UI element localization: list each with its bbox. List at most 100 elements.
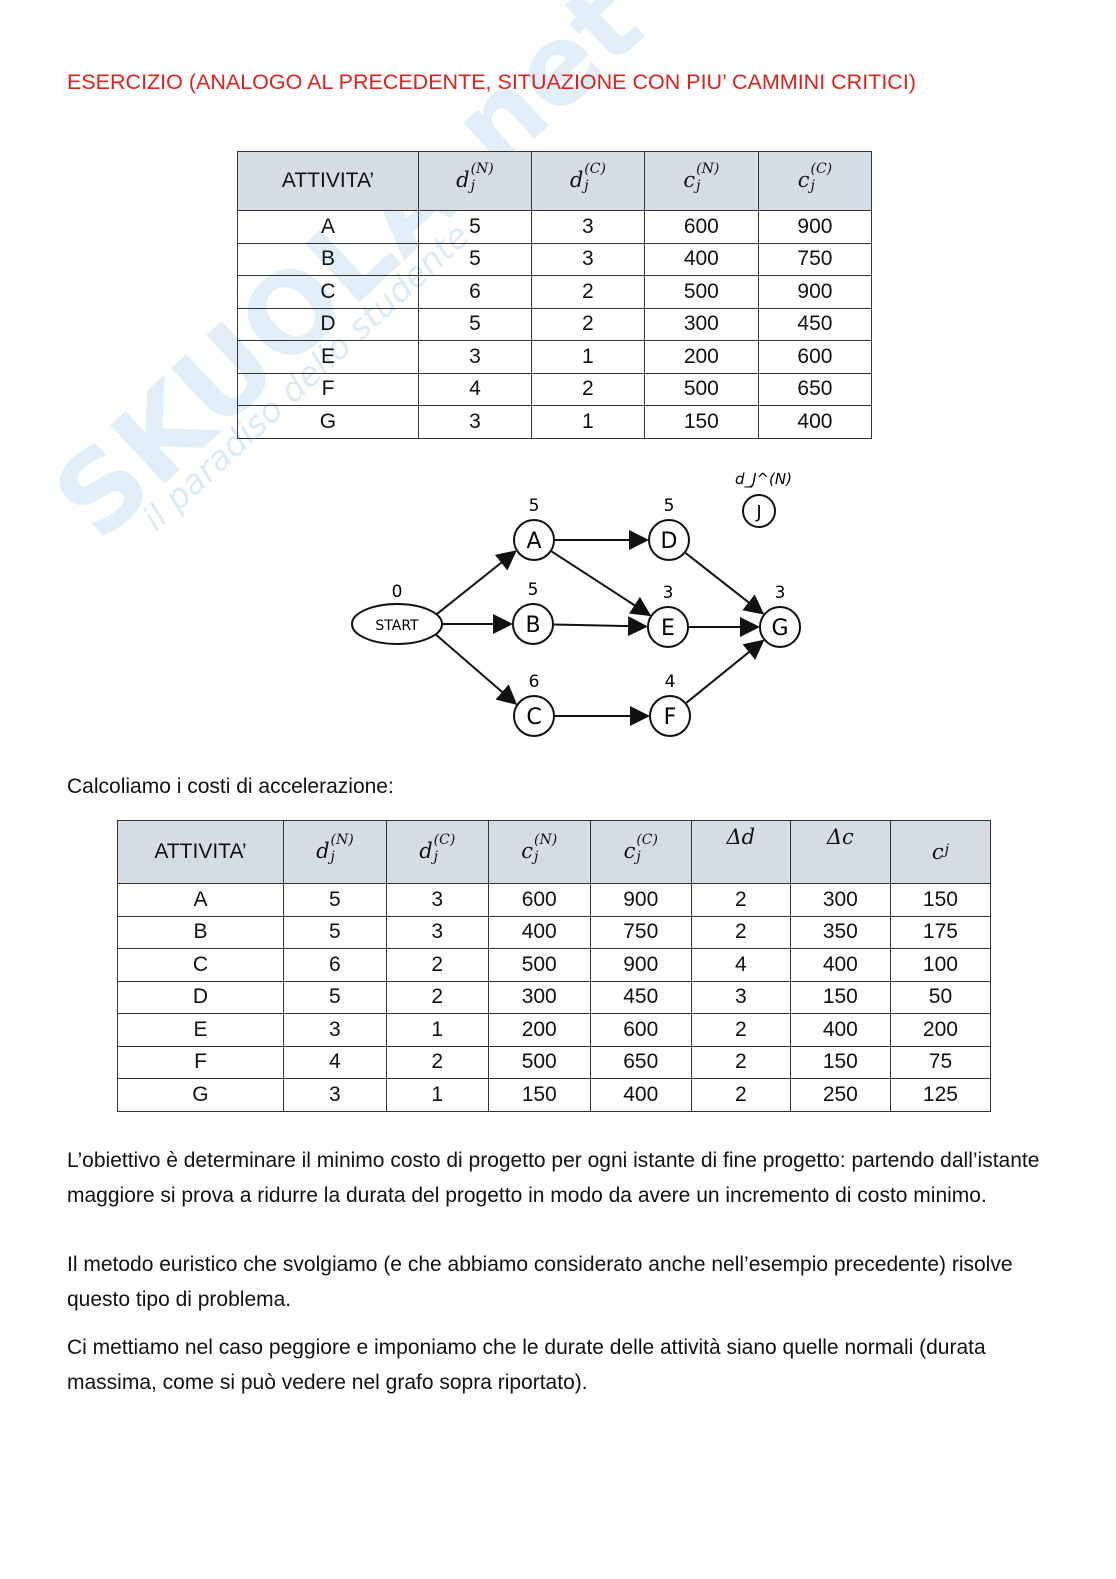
node-label: A [526,529,541,554]
table-cell: 3 [530,210,645,244]
table-cell: 150 [889,883,992,917]
math-base: d [419,838,433,863]
column-header: c (N) j [643,151,759,211]
table-cell: 350 [789,915,891,949]
table-cell: 600 [487,883,591,917]
column-header: d (C) j [530,151,645,211]
math-base: d [456,167,470,192]
table-row: F 4 2 500 650 2 150 75 [117,1045,992,1079]
table-row: A 5 3 600 900 2 300 150 [117,883,992,917]
node-label: F [664,705,677,730]
math-base: c [931,839,944,864]
column-header: d (N) j [417,151,532,211]
table-cell: 500 [487,1045,591,1079]
table-row: B 5 3 400 750 [237,242,873,276]
node-C [513,695,555,737]
node-start [351,603,443,645]
table-cell: 100 [889,948,992,982]
table-cell: 2 [690,1013,791,1047]
table-cell: 400 [643,242,759,276]
header-row: ATTIVITA’ d (N) j d (C) j c (N) j c (C) j [237,151,873,211]
table-cell: 300 [643,307,759,341]
table-row: D 5 2 300 450 [237,307,873,341]
math-sub: j [636,848,641,865]
table-cell: G [237,405,419,439]
math-base: c [797,167,810,192]
table-cell: 3 [417,405,532,439]
table-cell: 450 [757,307,873,341]
table-cell: 200 [643,340,759,374]
table-cell: 175 [889,915,992,949]
table-cell: 5 [282,883,387,917]
table-cell: 3 [385,915,489,949]
table-cell: 300 [789,883,891,917]
math-sub: j [470,177,475,194]
edge-START-A [435,550,517,616]
table-cell: 400 [589,1078,692,1112]
table-cell: 5 [417,307,532,341]
node-label: E [661,616,675,641]
math-sup: (N) [470,160,494,177]
math-base: c [683,167,696,192]
table-cell: 2 [385,1045,489,1079]
table-cell: 3 [385,883,489,917]
paragraph-method: Il metodo euristico che svolgiamo (e che… [67,1253,1013,1311]
math-sup: (C) [810,160,833,177]
activity-network-diagram: START 0 A 5 B 5 C 6 D 5 E 3 F 4 G 3 d_J^(N) J [351,470,801,737]
table-cell: 2 [690,883,791,917]
table-cell: 400 [789,948,891,982]
table-cell: 250 [789,1078,891,1112]
table-row: E 3 1 200 600 [237,340,873,374]
node-label: B [525,613,540,638]
column-header: Δd [690,820,791,884]
table-cell: B [237,242,419,276]
node-duration: 5 [528,580,539,600]
table-cell: 600 [643,210,759,244]
math-sub: j [433,848,439,865]
table-cell: 2 [530,372,645,406]
table-cell: 150 [789,980,891,1014]
paragraph-objective: L’obiettivo è determinare il minimo cost… [67,1149,1040,1207]
node-F [649,695,691,737]
table-row: A 5 3 600 900 [237,210,873,244]
node-label: START [375,618,419,634]
table-cell: B [117,915,284,949]
table-cell: 2 [530,307,645,341]
table-cell: 125 [889,1078,992,1112]
table-cell: 400 [757,405,873,439]
math-sub: j [584,177,589,194]
column-header: c (C) j [757,151,873,211]
table-cell: 6 [282,948,387,982]
node-D [648,519,690,561]
edge-F-G [685,639,765,704]
table-row: C 6 2 500 900 4 400 100 [117,948,992,982]
table-cell: 400 [487,915,591,949]
table-cell: 900 [589,948,692,982]
math-sup: (C) [636,831,658,848]
table-cell: 5 [417,210,532,244]
table-cell: 2 [530,275,645,309]
table-cell: 900 [757,275,873,309]
column-header: ATTIVITA’ [237,151,419,211]
table-cell: 4 [417,372,532,406]
table-cell: 4 [282,1045,387,1079]
table-cell: 3 [530,242,645,276]
legend-node [742,494,776,528]
edge-START-C [434,633,518,706]
table-cell: 50 [889,980,992,1014]
math-sub: j [534,848,539,865]
table-row: C 6 2 500 900 [237,275,873,309]
node-duration: 5 [529,496,540,516]
table-cell: D [117,980,284,1014]
table-cell: 450 [589,980,692,1014]
math-sub: j [330,848,335,865]
node-label: D [661,529,678,554]
table-cell: E [117,1013,284,1047]
table-cell: E [237,340,419,374]
intro-text: Calcoliamo i costi di accelerazione: [67,775,394,798]
math-symbol: Δc [826,825,854,849]
node-duration: 5 [664,496,675,516]
table-cell: 750 [589,915,692,949]
exercise-title: ESERCIZIO (ANALOGO AL PRECEDENTE, SITUAZ… [67,70,916,94]
